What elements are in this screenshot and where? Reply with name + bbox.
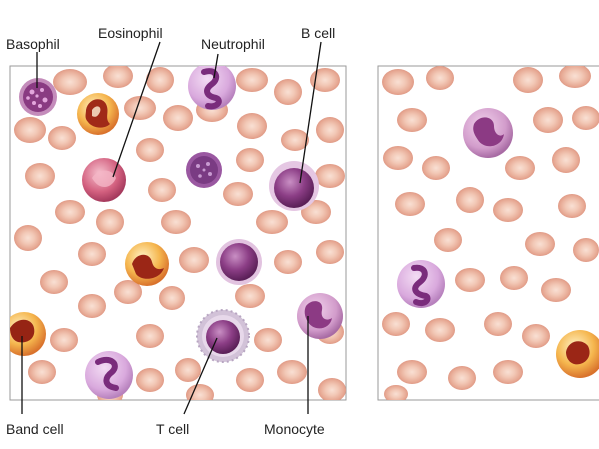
lymphocyte-cell [216, 239, 262, 285]
eosinophil-cell-right [556, 330, 599, 378]
b-cell-leader [299, 41, 322, 184]
b-cell [269, 161, 319, 211]
eosinophil-cell-labeled [82, 158, 126, 202]
basophil-cell-small [186, 152, 222, 188]
monocyte-cell [297, 293, 343, 339]
left-blood-smear-panel [9, 65, 347, 401]
band-cell [10, 312, 46, 356]
band-cell-label: Band cell [6, 421, 64, 437]
monocyte-cell-right [463, 108, 513, 158]
neutrophil-label: Neutrophil [201, 36, 265, 52]
neutrophil-cell-right [397, 260, 445, 308]
neutrophil-cell-bottom [85, 351, 133, 399]
monocyte-label: Monocyte [264, 421, 325, 437]
leader-lines [21, 41, 322, 415]
basophil-label: Basophil [6, 36, 60, 52]
eosinophil-cell-top [77, 93, 119, 135]
neutrophil-cell [188, 66, 236, 110]
b-cell-label: B cell [301, 25, 335, 41]
eosinophil-label: Eosinophil [98, 25, 163, 41]
eosinophil-cell-middle [125, 242, 169, 286]
t-cell-label: T cell [156, 421, 189, 437]
eosinophil-leader [112, 41, 161, 178]
red-blood-cells-left [10, 66, 346, 400]
neutrophil-leader [213, 53, 219, 79]
t-cell-leader [183, 337, 218, 415]
red-blood-cells-right [382, 66, 599, 400]
basophil-cell [19, 78, 57, 116]
right-blood-smear-panel [377, 65, 599, 401]
t-cell [196, 309, 250, 363]
cell-labels: Basophil Eosinophil Neutrophil B cell Ba… [6, 25, 335, 437]
